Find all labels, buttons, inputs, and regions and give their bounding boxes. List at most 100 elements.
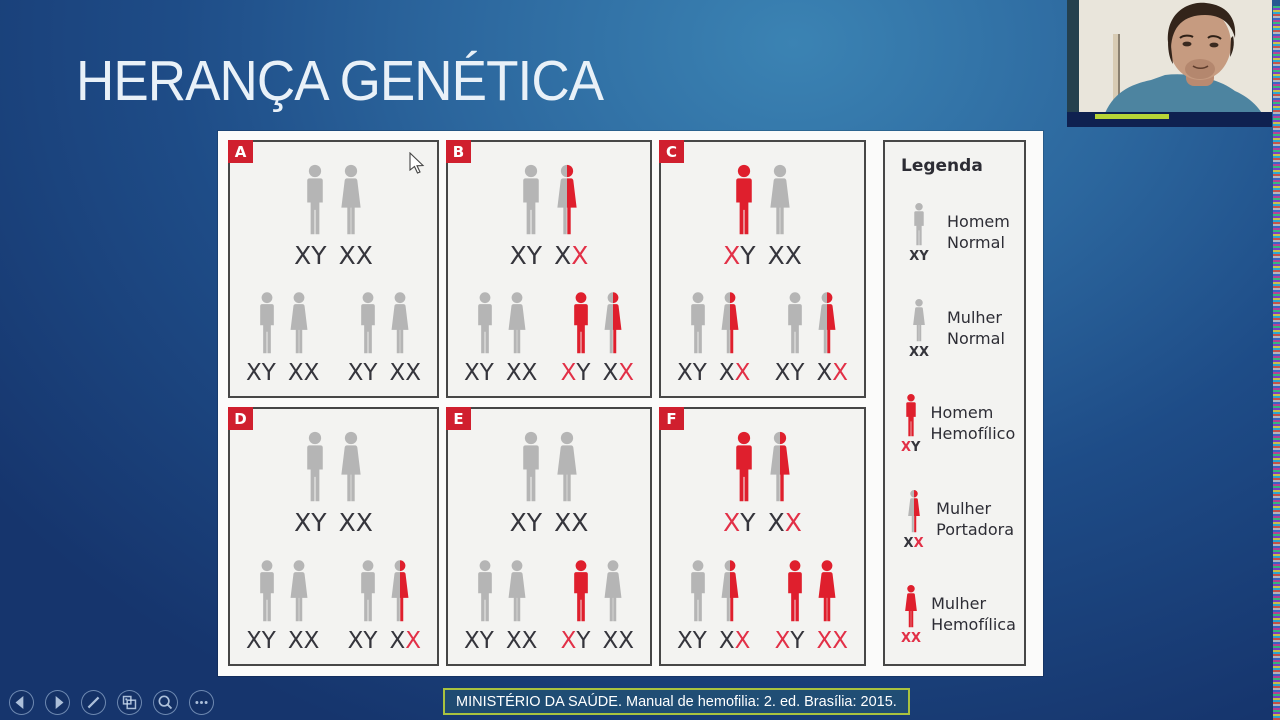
chromosome-letter: Y: [576, 628, 591, 654]
chromosome-letter: X: [816, 628, 833, 654]
pedigree-box-content: XY XX XY XX XY XX: [661, 142, 864, 396]
chromosome-label: XX: [602, 628, 634, 654]
chromosome-label: XY: [723, 241, 755, 270]
couple-figures: [516, 431, 582, 505]
chromosome-letter: Y: [479, 360, 494, 386]
pedigree-box-A: A XY XX XY XX XY XX: [228, 140, 439, 398]
man-normal-figure: [361, 292, 376, 354]
chromosome-letter: X: [571, 508, 589, 537]
couple-chromosomes: XY XX: [677, 628, 750, 654]
chromosome-label: XY: [348, 628, 378, 654]
zoom-slide-button[interactable]: [153, 690, 178, 715]
chromosome-label: XX: [389, 628, 421, 654]
chromosome-letter: X: [901, 631, 912, 646]
pedigree-couple: XY XX: [561, 291, 634, 386]
pedigree-box-label: C: [659, 140, 684, 163]
couple-figures: [729, 164, 795, 238]
chromosome-label: XX: [768, 508, 802, 537]
man-normal-figure: [477, 292, 492, 354]
children-row: XY XX XY XX: [238, 291, 429, 386]
man-normal-figure: [914, 203, 924, 246]
more-options-button[interactable]: [189, 690, 214, 715]
couple-chromosomes: XY XX: [464, 360, 537, 386]
video-noise-strip: [1273, 6, 1280, 720]
pedigree-diagram-sheet: A XY XX XY XX XY XX B XY XX XY XX XY XX C XY XX…: [218, 131, 1043, 676]
man-affected-figure: [574, 292, 589, 354]
chromosome-label: XY: [561, 628, 591, 654]
pedigree-couple: XY XX: [464, 559, 537, 654]
man-normal-figure: [307, 431, 324, 502]
chromosome-letter: X: [347, 628, 364, 654]
chromosome-letter: X: [784, 241, 802, 270]
previous-slide-button[interactable]: [9, 690, 34, 715]
chromosome-letter: X: [405, 628, 421, 654]
pedigree-box-B: B XY XX XY XX XY XX: [446, 140, 652, 398]
couple-figures: [472, 291, 530, 357]
pedigree-couple: XY XX: [294, 164, 373, 270]
children-row: XY XX XY XX: [669, 291, 856, 386]
chromosome-letter: X: [287, 628, 304, 654]
man-normal-figure: [259, 292, 274, 354]
chromosome-letter: Y: [261, 360, 276, 386]
pedigree-box-label: E: [446, 407, 471, 430]
woman-carrier-figure: [907, 489, 920, 532]
chromosome-letter: X: [911, 631, 922, 646]
couple-figures: [355, 291, 413, 357]
legend-entry-chromosomes: XX: [904, 536, 924, 551]
chromosome-letter: X: [405, 360, 421, 386]
chromosome-letter: X: [355, 508, 373, 537]
couple-chromosomes: XY XX: [775, 360, 848, 386]
chromosome-label: XX: [909, 345, 929, 360]
couple-chromosomes: XY XX: [561, 360, 634, 386]
legend-entries: XY Homem Normal XX Mulher Normal XY Homem Hemofí…: [901, 202, 1016, 646]
chromosome-letter: X: [338, 508, 356, 537]
legend-entry-label: Homem Hemofílico: [930, 403, 1016, 443]
see-all-slides-button[interactable]: [117, 690, 142, 715]
woman-affected-figure: [905, 585, 917, 628]
chromosome-letter: Y: [919, 249, 929, 264]
couple-figures: [782, 291, 840, 357]
next-slide-button[interactable]: [45, 690, 70, 715]
chromosome-label: XX: [768, 241, 802, 270]
chromosome-letter: X: [723, 241, 741, 270]
ellipsis-icon: [195, 701, 208, 704]
couple-figures: [254, 291, 312, 357]
chromosome-label: XY: [246, 628, 276, 654]
legend-entry: XX Mulher Normal: [901, 298, 1014, 360]
woman-carrier-figure: [770, 431, 791, 502]
chromosome-letter: X: [908, 344, 919, 360]
chromosome-label: XX: [389, 360, 421, 386]
children-row: XY XX XY XX: [456, 291, 642, 386]
chromosome-label: XY: [510, 508, 542, 537]
pedigree-couple: XY XX: [294, 431, 373, 537]
chromosome-label: XY: [464, 360, 494, 386]
chromosome-letter: Y: [576, 360, 591, 386]
pedigree-box-F: F XY XX XY XX XY XX: [659, 407, 866, 666]
woman-carrier-figure: [391, 560, 409, 622]
couple-figures: [355, 559, 413, 625]
man-affected-figure: [574, 560, 589, 622]
pedigree-box-label: B: [446, 140, 471, 163]
webcam-video[interactable]: [1067, 0, 1272, 127]
chromosome-letter: X: [734, 628, 751, 654]
chromosome-label: XY: [561, 360, 591, 386]
chromosome-letter: Y: [692, 628, 707, 654]
pedigree-box-content: XY XX XY XX XY XX: [448, 409, 650, 664]
woman-normal-figure: [290, 560, 308, 622]
man-normal-figure: [307, 164, 324, 235]
pedigree-couple: XY XX: [348, 559, 421, 654]
legend-entry-label: Homem Normal: [947, 212, 1010, 252]
couple-figures: [568, 559, 626, 625]
chromosome-label: XX: [506, 628, 538, 654]
woman-carrier-figure: [604, 292, 622, 354]
chromosome-label: XX: [339, 241, 373, 270]
chromosome-letter: X: [767, 508, 785, 537]
woman-normal-figure: [557, 431, 577, 502]
couple-chromosomes: XY XX: [775, 628, 848, 654]
pen-annotate-button[interactable]: [81, 690, 106, 715]
chromosome-letter: Y: [363, 628, 378, 654]
chromosome-letter: Y: [790, 628, 805, 654]
pedigree-couple: XY XX: [561, 559, 634, 654]
chromosome-letter: X: [913, 535, 924, 551]
